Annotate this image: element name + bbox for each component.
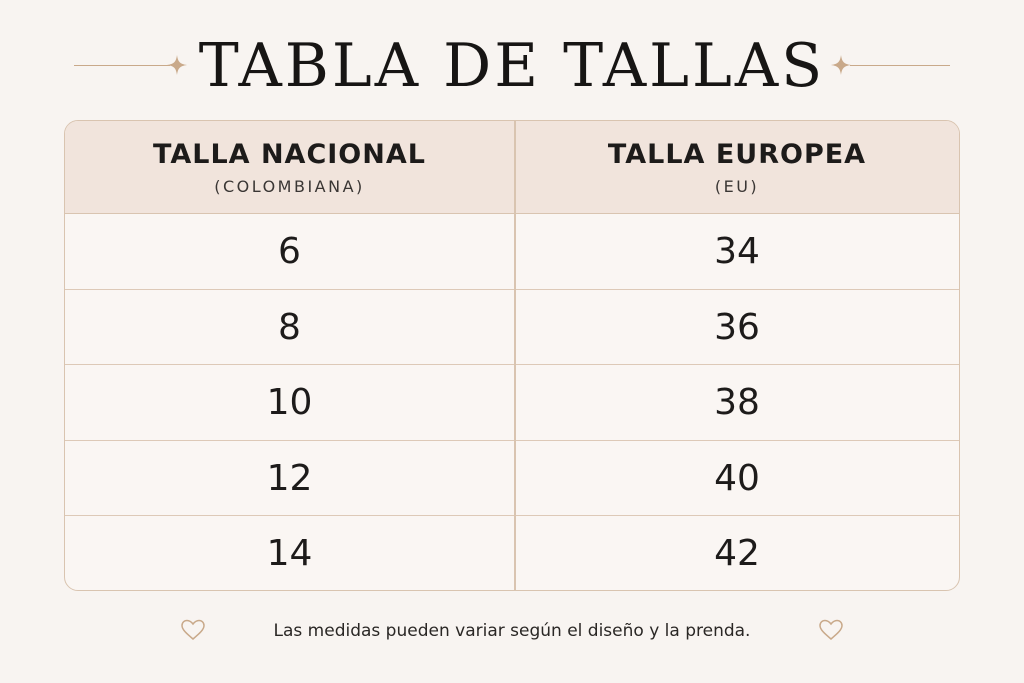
european-size-cell: 42 xyxy=(714,533,760,575)
table-row: 8 36 xyxy=(65,290,959,366)
table-row: 10 38 xyxy=(65,365,959,441)
national-size-cell: 6 xyxy=(278,231,301,272)
national-size-cell: 14 xyxy=(266,533,313,575)
header-sublabel: (COLOMBIANA) xyxy=(214,177,365,196)
header-european-size: TALLA EUROPEA (EU) xyxy=(514,121,959,214)
page-title: TABLA DE TALLAS xyxy=(198,31,826,101)
table-body: 6 34 8 36 10 38 12 40 14 42 xyxy=(65,214,959,590)
european-size-cell: 34 xyxy=(714,231,760,272)
size-table: TALLA NACIONAL (COLOMBIANA) TALLA EUROPE… xyxy=(64,120,960,591)
footer-note: Las medidas pueden variar según el diseñ… xyxy=(273,621,751,641)
header-label: TALLA EUROPEA xyxy=(607,139,867,170)
table-row: 12 40 xyxy=(65,441,959,517)
sparkle-icon xyxy=(831,55,851,75)
heart-icon xyxy=(181,619,205,640)
decorative-rule-left xyxy=(74,65,170,66)
title-row: TABLA DE TALLAS xyxy=(0,18,1024,108)
footer: Las medidas pueden variar según el diseñ… xyxy=(0,615,1024,647)
national-size-cell: 12 xyxy=(266,457,313,499)
table-row: 6 34 xyxy=(65,214,959,290)
heart-icon xyxy=(819,619,843,640)
table-header: TALLA NACIONAL (COLOMBIANA) TALLA EUROPE… xyxy=(65,121,959,214)
european-size-cell: 36 xyxy=(714,306,760,348)
european-size-cell: 38 xyxy=(714,382,760,424)
national-size-cell: 10 xyxy=(266,382,313,424)
table-row: 14 42 xyxy=(65,516,959,590)
sparkle-icon xyxy=(167,55,187,75)
header-national-size: TALLA NACIONAL (COLOMBIANA) xyxy=(65,121,514,214)
national-size-cell: 8 xyxy=(278,306,301,348)
header-label: TALLA NACIONAL xyxy=(153,139,426,170)
column-divider xyxy=(514,121,516,590)
header-sublabel: (EU) xyxy=(714,177,760,196)
decorative-rule-right xyxy=(850,65,950,66)
european-size-cell: 40 xyxy=(714,457,760,499)
